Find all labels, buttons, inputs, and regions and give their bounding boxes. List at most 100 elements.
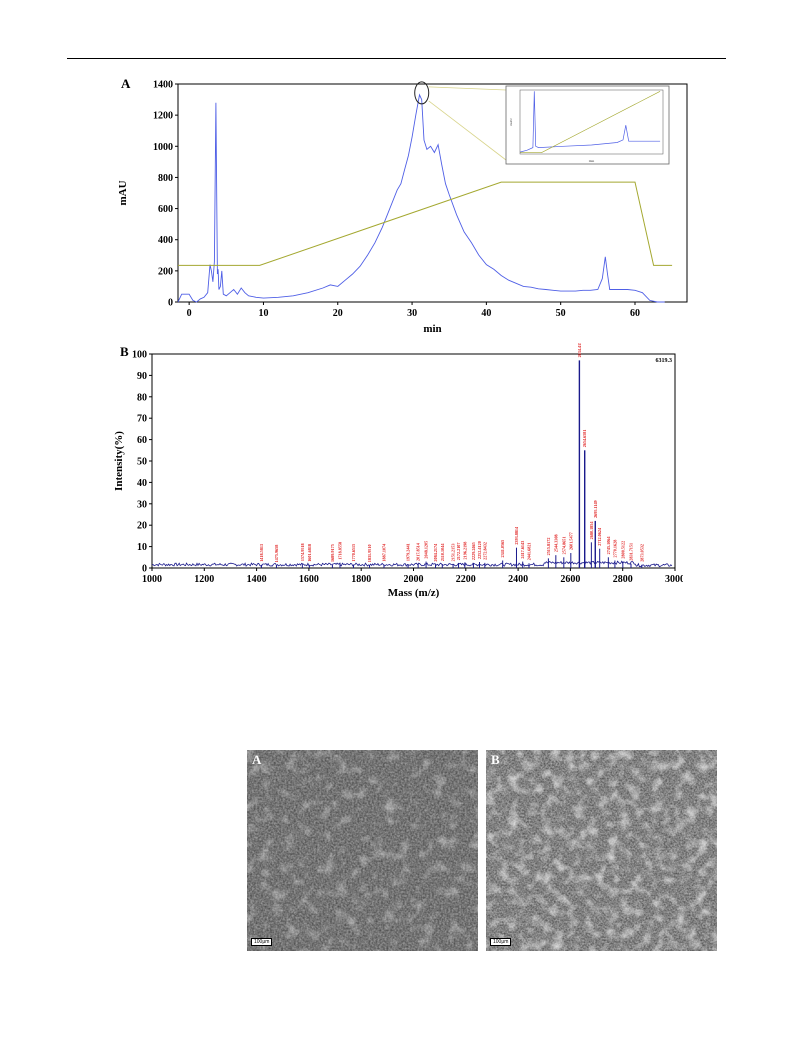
- peak-label: 1770.6515: [351, 544, 356, 562]
- x-tick-label: 2400: [508, 574, 528, 585]
- y-tick-label: 1000: [153, 142, 173, 153]
- x-tick-label: 1400: [247, 574, 267, 585]
- x-tick-label: 50: [556, 308, 566, 319]
- inset-gradient-trace: [520, 91, 661, 153]
- absorbance-trace: [177, 93, 665, 303]
- peak-label: 2831.7151: [628, 543, 633, 561]
- inset-x-axis-label: min: [589, 159, 595, 163]
- zoom-line: [428, 100, 507, 161]
- x-tick-label: 3000: [665, 574, 683, 585]
- peak-label: 2634.4158: [577, 343, 582, 357]
- peak-label: 2172.2107: [456, 542, 461, 560]
- peak-label: 2017.8514: [416, 542, 421, 561]
- x-tick-label: 2000: [404, 574, 424, 585]
- peak-label: 1418.5813: [259, 544, 264, 562]
- y-tick-label: 1200: [153, 111, 173, 122]
- inset-frame: [505, 85, 670, 165]
- peak-label: 2110.1044: [440, 543, 445, 561]
- x-tick-label: 2200: [456, 574, 476, 585]
- page-header-rule: [67, 58, 726, 59]
- inset-chart: mAU min: [505, 85, 670, 165]
- gradient-trace: [178, 181, 673, 266]
- y-tick-label: 600: [158, 204, 173, 215]
- y-tick-label: 800: [158, 173, 173, 184]
- y-tick-label: 40: [137, 478, 147, 489]
- peak-label: 1979.2441: [406, 543, 411, 561]
- y-axis-label: Intensity(%): [113, 431, 125, 491]
- peak-label: 2873.0532: [639, 544, 644, 562]
- peak-label: 2695.1149: [593, 500, 598, 518]
- peak-label: 2654.6581: [582, 430, 587, 448]
- peak-label: 2574.8651: [561, 537, 566, 555]
- y-tick-label: 50: [137, 457, 147, 468]
- peak-label: 2252.4120: [477, 541, 482, 559]
- panel-label-b: B: [120, 344, 129, 359]
- peak-label: 1689.9175: [330, 544, 335, 562]
- peak-label: 2393.8814: [514, 526, 519, 545]
- micrograph-b-label: B: [491, 752, 500, 767]
- y-tick-label: 200: [158, 266, 173, 277]
- peak-label: 1475.9658: [274, 545, 279, 563]
- micrograph-a-scale-bar: 100μm: [251, 938, 273, 946]
- x-tick-label: 1600: [299, 574, 319, 585]
- y-tick-label: 20: [137, 521, 147, 532]
- peak-label: 1601.6818: [307, 544, 312, 562]
- x-tick-label: 1000: [142, 574, 162, 585]
- x-axis-label: Mass (m/z): [388, 587, 440, 599]
- mass-spectrum-chart: 1000 1200 1400 1600 1800 2000 2200 2400 2600 2800…: [113, 343, 683, 599]
- peak-label: 2770.1628: [612, 540, 617, 558]
- x-tick-label: 2800: [613, 574, 633, 585]
- peak-label: 2229.2465: [471, 542, 476, 560]
- peak-label: 2680.1854: [589, 521, 594, 540]
- y-tick-label: 90: [137, 371, 147, 382]
- inset-y-axis-label: mAU: [509, 118, 513, 126]
- micrograph-b-image: [486, 750, 717, 951]
- peak-label: 1887.1074: [381, 543, 386, 562]
- peak-label: 2515.8172: [546, 538, 551, 556]
- zoom-line: [428, 86, 507, 91]
- spectrum-baseline: [151, 560, 673, 568]
- x-tick-label: 30: [407, 308, 417, 319]
- peak-label: 2048.1205: [424, 541, 429, 559]
- peak-label: 2745.1064: [606, 536, 611, 555]
- peak-label: 2544.3308: [553, 534, 558, 552]
- x-tick-label: 10: [258, 308, 268, 319]
- peak-label: 2084.2174: [433, 543, 438, 562]
- x-tick-label: 2600: [560, 574, 580, 585]
- x-axis-label: min: [423, 323, 441, 335]
- inset-absorbance-trace: [519, 91, 661, 153]
- peak-label: 2712.0624: [597, 527, 602, 546]
- peak-label: 2800.5122: [620, 541, 625, 559]
- chromatogram-chart: 0 10 20 30 40 50 600200400600800100012001400mi…: [117, 80, 688, 335]
- inset-plot-frame: [519, 89, 664, 155]
- y-tick-label: 1400: [153, 80, 173, 91]
- y-axis-label: mAU: [117, 180, 129, 205]
- peak-label: 2196.2198: [462, 542, 467, 560]
- y-tick-label: 10: [137, 542, 147, 553]
- peak-label: 1718.8558: [337, 542, 342, 560]
- x-tick-label: 20: [333, 308, 343, 319]
- plot-frame: [177, 83, 688, 303]
- peak-label: 2151.2153: [451, 544, 456, 562]
- peak-label: 2441.6821: [527, 542, 532, 560]
- peak-label: 2272.8432: [482, 542, 487, 560]
- micrograph-b-scale-bar: 100μm: [490, 938, 512, 946]
- y-tick-label: 70: [137, 414, 147, 425]
- y-tick-label: 0: [168, 298, 173, 309]
- peak-highlight-ellipse: [414, 81, 430, 105]
- peak-annotation: 6319.3: [656, 358, 673, 364]
- y-tick-label: 0: [142, 564, 147, 575]
- x-tick-label: 40: [481, 308, 491, 319]
- x-tick-label: 1800: [351, 574, 371, 585]
- peak-label: 2417.6143: [520, 541, 525, 559]
- peak-label: 2341.0565: [500, 540, 505, 558]
- x-tick-label: 0: [187, 308, 192, 319]
- y-tick-label: 30: [137, 499, 147, 510]
- panel-label-a: A: [121, 76, 131, 91]
- peak-label: 1574.9518: [300, 543, 305, 561]
- micrograph-a-label: A: [252, 752, 262, 767]
- peak-label: 2601.5477: [568, 532, 573, 550]
- y-tick-label: 80: [137, 392, 147, 403]
- micrograph-a-image: [247, 750, 478, 951]
- y-tick-label: 400: [158, 235, 173, 246]
